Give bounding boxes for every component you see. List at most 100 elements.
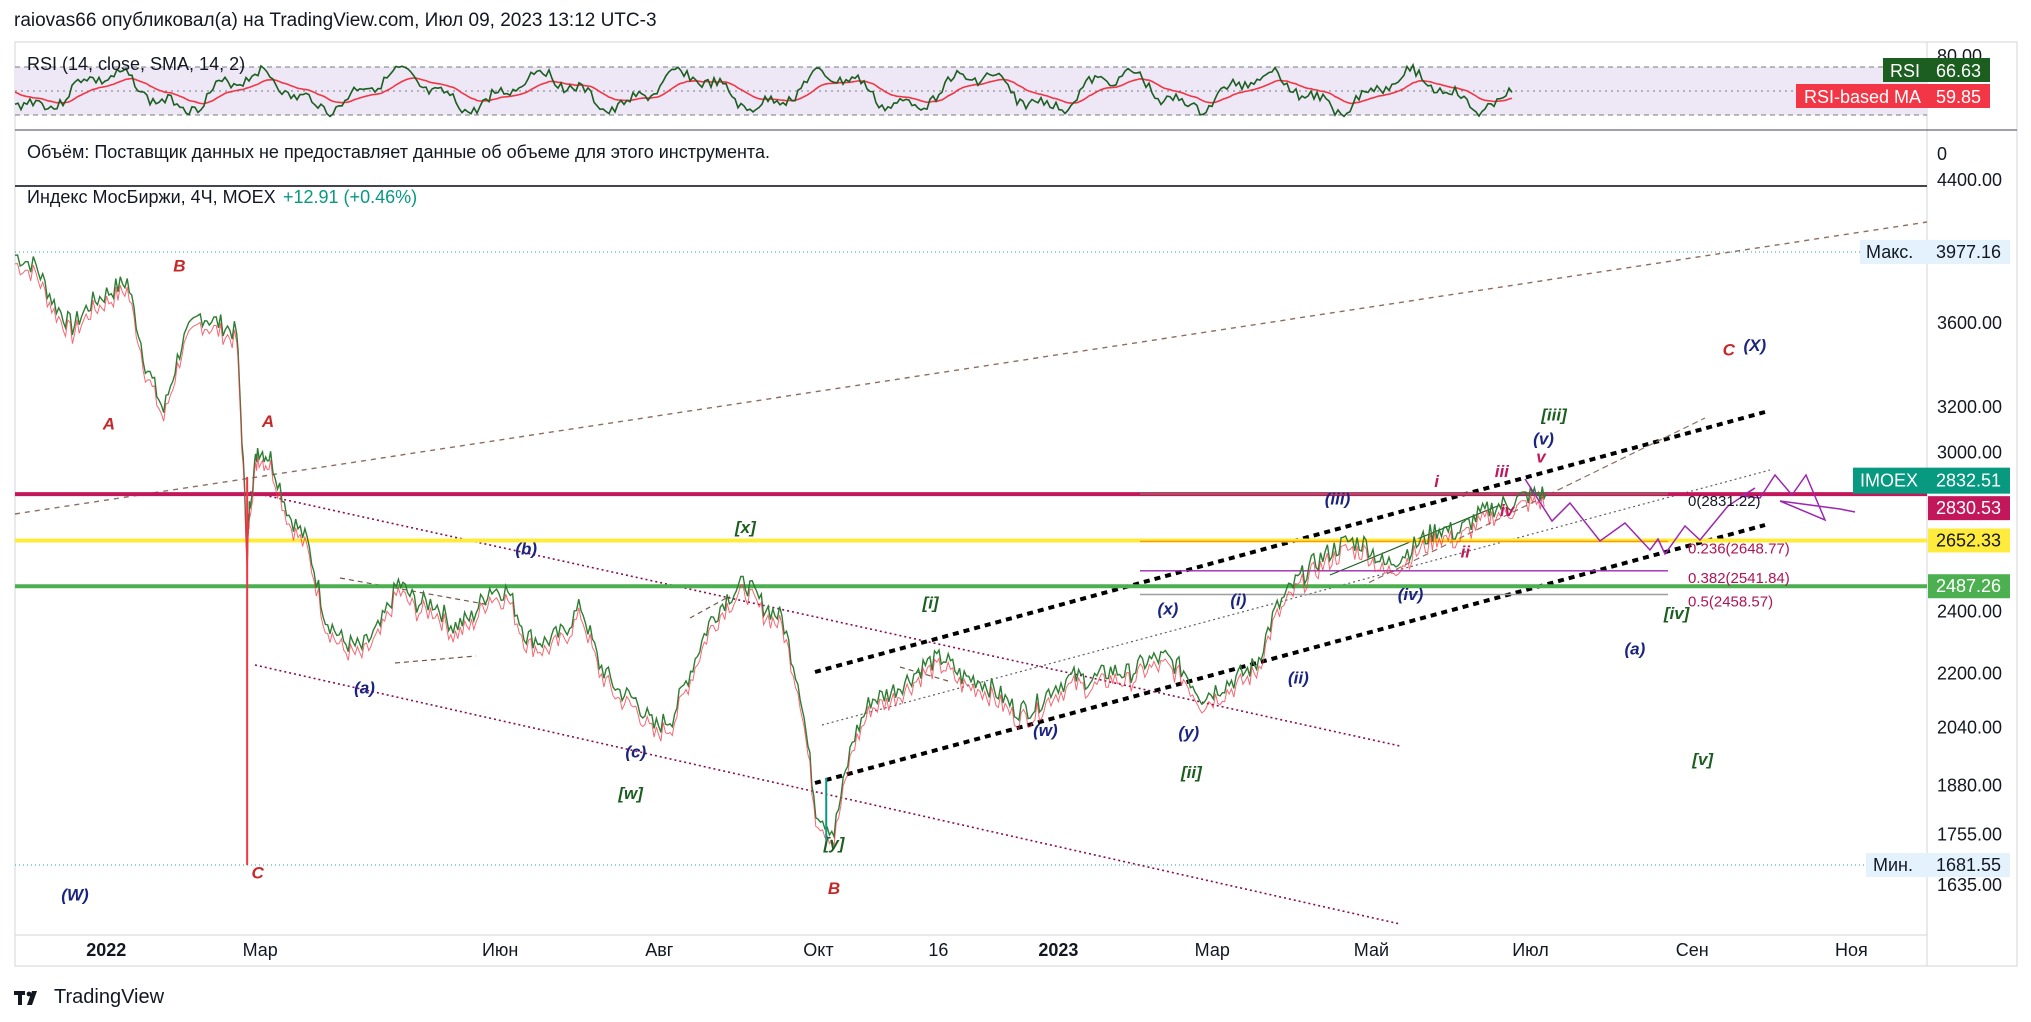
long-trend-line: [14, 221, 1928, 515]
wave-label: (W): [61, 885, 89, 904]
price-axis-ticks[interactable]: 4400.00 3600.00 3200.00 3000.00 2400.00 2200.…: [1937, 170, 2002, 895]
y-tick-label: 1635.00: [1937, 875, 2002, 895]
fib-level-label: 0.236(2648.77): [1688, 540, 1790, 557]
wave-label: (a): [1624, 639, 1645, 658]
wave-label: C: [1723, 340, 1736, 359]
wave-label: [i]: [922, 594, 940, 613]
wave-label: [ii]: [1180, 763, 1203, 782]
price-series-shadow: [14, 263, 1545, 848]
wave-label: (b): [515, 540, 537, 559]
descending-channel-upper: [249, 491, 1401, 747]
yellow-level-tag: 2652.33: [1928, 528, 2010, 553]
wave-labels: B A A C (W) (b) (a) (c) [w] [x] [y] B [i] (w) (x) (y) [i…: [61, 256, 1766, 904]
wave-label: (ii): [1288, 668, 1309, 687]
page-title: raiovas66 опубликовал(а) на TradingView.…: [14, 10, 657, 31]
rsi-ma-tag-label: RSI-based MA: [1804, 87, 1921, 107]
ascending-channel-middle: [821, 469, 1771, 726]
y-tick-label: 3200.00: [1937, 397, 2002, 417]
wave-label: [iv]: [1663, 604, 1691, 623]
rsi-value-tag: RSI 66.63: [1883, 58, 1990, 82]
wave-label: (v): [1533, 429, 1554, 448]
x-tick-label: Июл: [1512, 940, 1549, 960]
green-level-tag-value: 2487.26: [1936, 576, 2001, 596]
triangle-lower: [394, 655, 477, 664]
x-tick-label: Мар: [243, 940, 278, 960]
volume-tick: 0: [1937, 144, 1947, 164]
ascending-channel-lower: [814, 523, 1766, 785]
fibonacci-retracement[interactable]: [1140, 493, 1668, 596]
x-tick-label: Окт: [803, 940, 833, 960]
fib-labels: 0(2831.22) 0.236(2648.77) 0.382(2541.84) 0.…: [1688, 493, 1790, 611]
y-tick-label: 2200.00: [1937, 664, 2002, 684]
wave-label: v: [1536, 447, 1547, 466]
rsi-pane[interactable]: RSI (14, close, SMA, 14, 2) 80.00 RSI 66…: [14, 46, 1990, 118]
wave-label: (iii): [1325, 489, 1351, 508]
x-tick-label: Авг: [645, 940, 674, 960]
wave-label: (i): [1230, 591, 1246, 610]
tradingview-logo-icon: [14, 990, 37, 1005]
x-tick-label: Сен: [1676, 940, 1709, 960]
wave-label: iii: [1495, 462, 1510, 481]
main-pane[interactable]: Индекс МосБиржи, 4Ч, MOEX +12.91 (+0.46%…: [14, 170, 2010, 925]
tradingview-logo[interactable]: TradingView: [14, 986, 164, 1009]
rsi-tag-value: 66.63: [1936, 61, 1981, 81]
y-tick-label: 3600.00: [1937, 313, 2002, 333]
wave-label: (w): [1033, 721, 1058, 740]
main-legend-name[interactable]: Индекс МосБиржи, 4Ч, MOEX: [27, 187, 276, 207]
descending-channel-lower: [254, 664, 1401, 925]
wave-label: [v]: [1691, 750, 1714, 769]
x-tick-label: 2023: [1038, 940, 1078, 960]
symbol-tag-label: IMOEX: [1860, 471, 1918, 491]
x-tick-label: 16: [928, 940, 948, 960]
rsi-ma-tag-value: 59.85: [1936, 87, 1981, 107]
max-tag-value: 3977.16: [1936, 242, 2001, 262]
wave-label: (a): [354, 678, 375, 697]
volume-legend: Объём: Поставщик данных не предоставляет…: [27, 142, 770, 162]
wave-label: i: [1434, 472, 1440, 491]
max-tag: Макс. 3977.16: [1860, 239, 2010, 264]
wave-label: (x): [1158, 600, 1179, 619]
rsi-ma-value-tag: RSI-based MA 59.85: [1796, 84, 1990, 108]
wave-label: B: [828, 879, 840, 898]
y-tick-label: 4400.00: [1937, 170, 2002, 190]
wave-label: ii: [1461, 542, 1472, 561]
symbol-tag-value: 2832.51: [1936, 471, 2001, 491]
min-tag: Мин. 1681.55: [1866, 853, 2010, 878]
projection-path: [1524, 473, 1856, 556]
drawings: [14, 221, 1928, 925]
y-tick-label: 3000.00: [1937, 443, 2002, 463]
x-tick-label: Ноя: [1835, 940, 1868, 960]
rsi-tag-label: RSI: [1890, 61, 1920, 81]
tradingview-logo-text: TradingView: [54, 986, 165, 1008]
x-tick-label: Мар: [1195, 940, 1230, 960]
chart-frame: [14, 41, 2018, 967]
y-tick-label: 2040.00: [1937, 717, 2002, 737]
triangle-upper: [339, 577, 491, 606]
red-level-tag-value: 2830.53: [1936, 498, 2001, 518]
x-tick-label: Май: [1354, 940, 1389, 960]
wave-label: (c): [625, 743, 646, 762]
wave-label: A: [261, 412, 274, 431]
wave-label: C: [251, 863, 264, 882]
red-level-tag: 2830.53: [1928, 496, 2010, 521]
x-wave-line: [689, 595, 731, 619]
wave-label: [w]: [617, 784, 644, 803]
symbol-tag: IMOEX 2832.51: [1853, 467, 2010, 494]
x-tick-label: 2022: [86, 940, 126, 960]
fib-level-label: 0.5(2458.57): [1688, 593, 1773, 610]
fib-level-label: 0(2831.22): [1688, 493, 1761, 510]
green-level-tag: 2487.26: [1928, 574, 2010, 599]
wave-label: [iii]: [1540, 405, 1568, 424]
y-tick-label: 1755.00: [1937, 825, 2002, 845]
rsi-legend[interactable]: RSI (14, close, SMA, 14, 2): [27, 54, 245, 74]
yellow-level-tag-value: 2652.33: [1936, 530, 2001, 550]
wave-label: (X): [1744, 336, 1767, 355]
time-axis-ticks[interactable]: 2022 Мар Июн Авг Окт 16 2023 Мар Май Июл Сен Ноя: [86, 940, 1867, 960]
y-tick-label: 2400.00: [1937, 602, 2002, 622]
x-tick-label: Июн: [482, 940, 518, 960]
main-legend-change: +12.91 (+0.46%): [283, 187, 417, 207]
price-series: [14, 254, 1547, 840]
rsi-line: [14, 62, 1513, 118]
volume-pane: Объём: Поставщик данных не предоставляет…: [27, 142, 1947, 164]
